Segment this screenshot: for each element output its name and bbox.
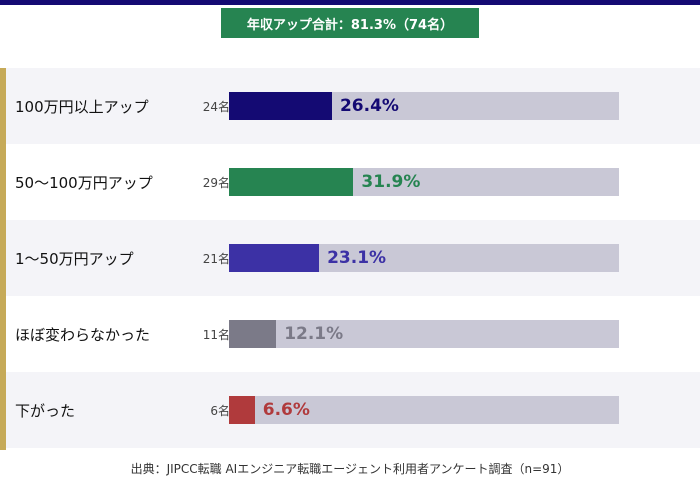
summary-banner: 年収アップ合計：81.3%（74名） bbox=[221, 8, 479, 38]
bar-track: 6.6% bbox=[229, 396, 619, 424]
percentage-label: 6.6% bbox=[262, 400, 310, 420]
respondent-count: 11名 bbox=[202, 327, 230, 342]
bar-row: 100万円以上アップ 24名 26.4% bbox=[6, 68, 700, 144]
bar-track: 26.4% bbox=[229, 92, 619, 120]
percentage-label: 23.1% bbox=[327, 248, 387, 268]
bar-row: 1〜50万円アップ 21名 23.1% bbox=[6, 220, 700, 296]
percentage-label: 12.1% bbox=[284, 324, 344, 344]
category-label: 100万円以上アップ bbox=[15, 97, 149, 116]
bar bbox=[229, 168, 354, 196]
respondent-count: 21名 bbox=[202, 251, 230, 266]
bar bbox=[229, 244, 320, 272]
bar-track: 23.1% bbox=[229, 244, 619, 272]
percentage-label: 26.4% bbox=[339, 96, 399, 116]
bar bbox=[229, 320, 277, 348]
bar-track: 12.1% bbox=[229, 320, 619, 348]
respondent-count: 6名 bbox=[210, 403, 230, 418]
bar bbox=[229, 92, 332, 120]
top-rule bbox=[0, 0, 700, 5]
respondent-count: 29名 bbox=[202, 175, 230, 190]
category-label: 50〜100万円アップ bbox=[15, 173, 153, 192]
category-label: 下がった bbox=[15, 401, 76, 420]
bar-row: 50〜100万円アップ 29名 31.9% bbox=[6, 144, 700, 220]
respondent-count: 24名 bbox=[202, 99, 230, 114]
category-label: ほぼ変わらなかった bbox=[15, 325, 151, 344]
category-label: 1〜50万円アップ bbox=[15, 249, 134, 268]
accent-bar bbox=[0, 68, 6, 450]
bar-row: 下がった 6名 6.6% bbox=[6, 372, 700, 448]
source-note: 出典：JIPCC転職 AIエンジニア転職エージェント利用者アンケート調査（n=9… bbox=[130, 462, 570, 476]
bar-track: 31.9% bbox=[229, 168, 619, 196]
bar-row: ほぼ変わらなかった 11名 12.1% bbox=[6, 296, 700, 372]
bar bbox=[229, 396, 255, 424]
percentage-label: 31.9% bbox=[361, 172, 421, 192]
